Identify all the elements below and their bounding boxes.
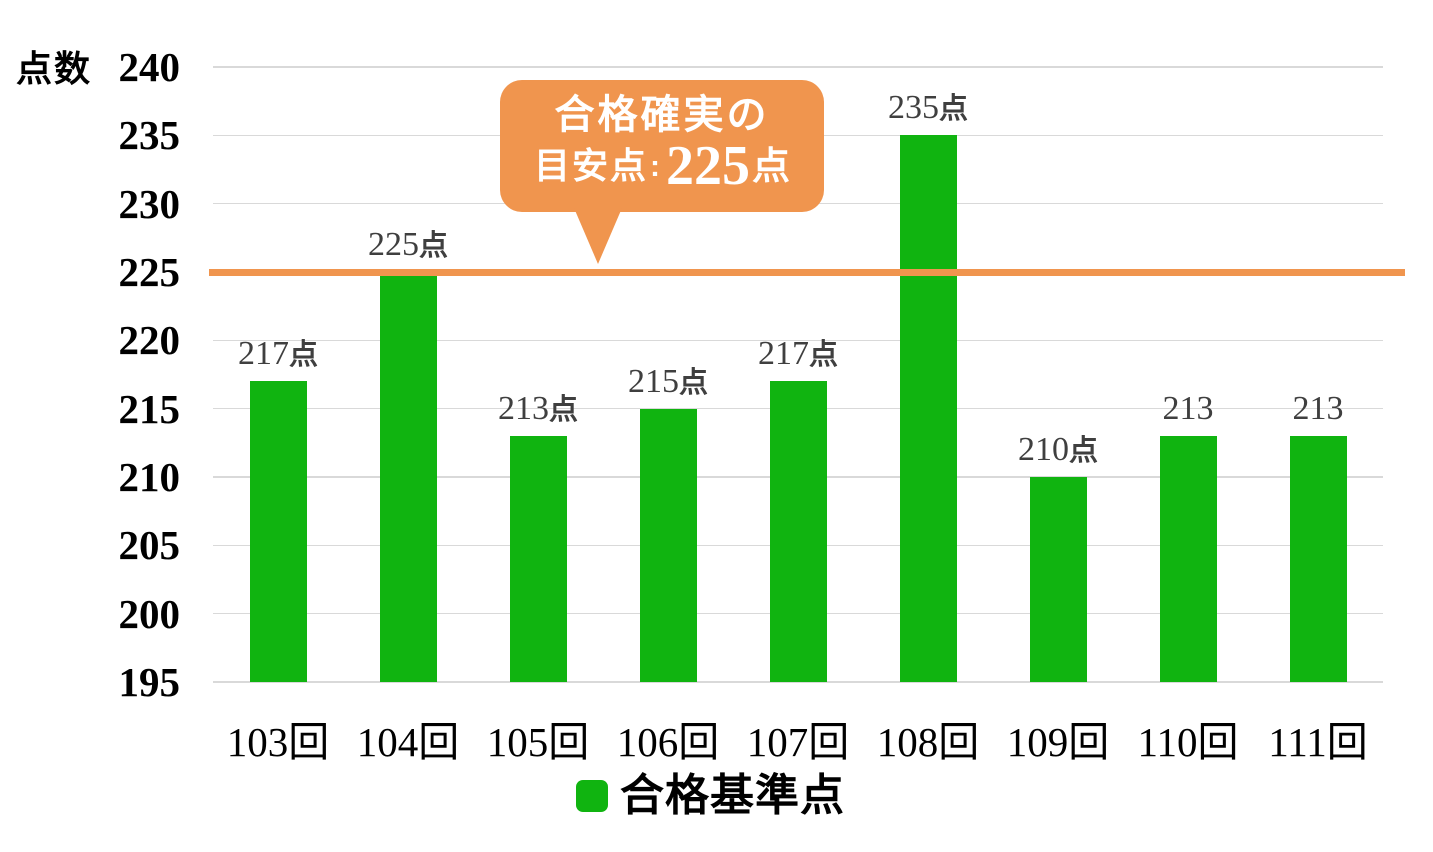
x-tick-label-107回: 107回 [746, 719, 850, 765]
y-tick-label-200: 200 [118, 590, 181, 637]
gridline-220 [213, 339, 1383, 342]
callout-colon: : [650, 150, 660, 183]
y-tick-label-210: 210 [118, 454, 181, 500]
data-label-103回: 217点 [198, 331, 358, 373]
data-label-number: 213 [497, 390, 549, 427]
bar-104回 [379, 272, 437, 682]
y-tick-label-220: 220 [118, 317, 181, 364]
x-tick-label-108回: 108回 [876, 719, 980, 765]
x-tick-label-105回: 105回 [486, 719, 590, 765]
gridline-240 [213, 66, 1383, 68]
bar-110回 [1159, 436, 1217, 682]
y-tick-label-230: 230 [118, 180, 181, 227]
bar-106回 [639, 408, 697, 682]
bar-103回 [249, 381, 307, 682]
data-label-unit: 点 [938, 93, 968, 126]
callout-value: 225 [666, 135, 750, 197]
y-tick-label-235: 235 [118, 112, 181, 159]
data-label-unit: 点 [808, 339, 838, 372]
y-axis-title: 点数 [16, 48, 93, 89]
data-label-unit: 点 [548, 394, 578, 426]
data-label-number: 217 [757, 335, 809, 373]
bar-108回 [899, 135, 957, 682]
x-tick-label-110回: 110回 [1137, 719, 1239, 765]
bar-105回 [509, 436, 567, 682]
data-label-number: 217 [237, 335, 289, 373]
data-label-109回: 210点 [978, 427, 1138, 469]
bar-107回 [769, 381, 827, 682]
bar-111回 [1289, 436, 1347, 682]
legend-green-swatch [576, 780, 608, 812]
callout-tail-pointer [574, 208, 622, 264]
data-label-107回: 217点 [718, 331, 878, 373]
data-label-unit: 点 [288, 339, 318, 372]
x-tick-label-109回: 109回 [1006, 719, 1110, 765]
data-label-108回: 235点 [848, 85, 1008, 127]
data-label-number: 210 [1017, 431, 1069, 468]
data-label-unit: 点 [678, 366, 708, 399]
data-label-106回: 215点 [588, 359, 748, 401]
x-tick-label-103回: 103回 [226, 719, 330, 765]
data-label-number: 225 [367, 226, 419, 263]
y-tick-label-240: 240 [118, 44, 181, 90]
y-tick-label-215: 215 [118, 385, 181, 432]
callout-line2: 目安点: 225点 [500, 138, 824, 208]
callout-line1: 合格確実の [554, 93, 770, 137]
callout-prefix: 目安点 [533, 145, 648, 186]
y-tick-label-195: 195 [118, 659, 181, 705]
data-label-unit: 点 [418, 230, 448, 262]
callout-box: 合格確実の 目安点: 225点 [500, 80, 824, 264]
y-tick-label-205: 205 [118, 522, 181, 569]
x-tick-label-111回: 111回 [1268, 719, 1368, 765]
data-label-number: 213 [1292, 390, 1344, 427]
legend: 合格基準点 [576, 772, 845, 820]
data-label-number: 215 [627, 362, 679, 400]
x-tick-label-104回: 104回 [356, 719, 460, 765]
y-tick-label-225: 225 [118, 249, 181, 295]
data-label-105回: 213点 [458, 386, 618, 428]
data-label-104回: 225点 [328, 222, 488, 264]
data-label-number: 213 [1162, 390, 1214, 427]
callout-suffix: 点 [752, 146, 791, 188]
gridline-195 [213, 681, 1383, 683]
legend-label: 合格基準点 [620, 771, 845, 820]
data-label-unit: 点 [1068, 435, 1098, 467]
data-label-110回: 213 [1108, 390, 1268, 428]
data-label-111回: 213 [1238, 390, 1398, 428]
data-label-number: 235 [887, 89, 939, 127]
bar-109回 [1029, 477, 1087, 682]
reference-line-225 [209, 268, 1405, 276]
x-tick-label-106回: 106回 [616, 719, 720, 765]
